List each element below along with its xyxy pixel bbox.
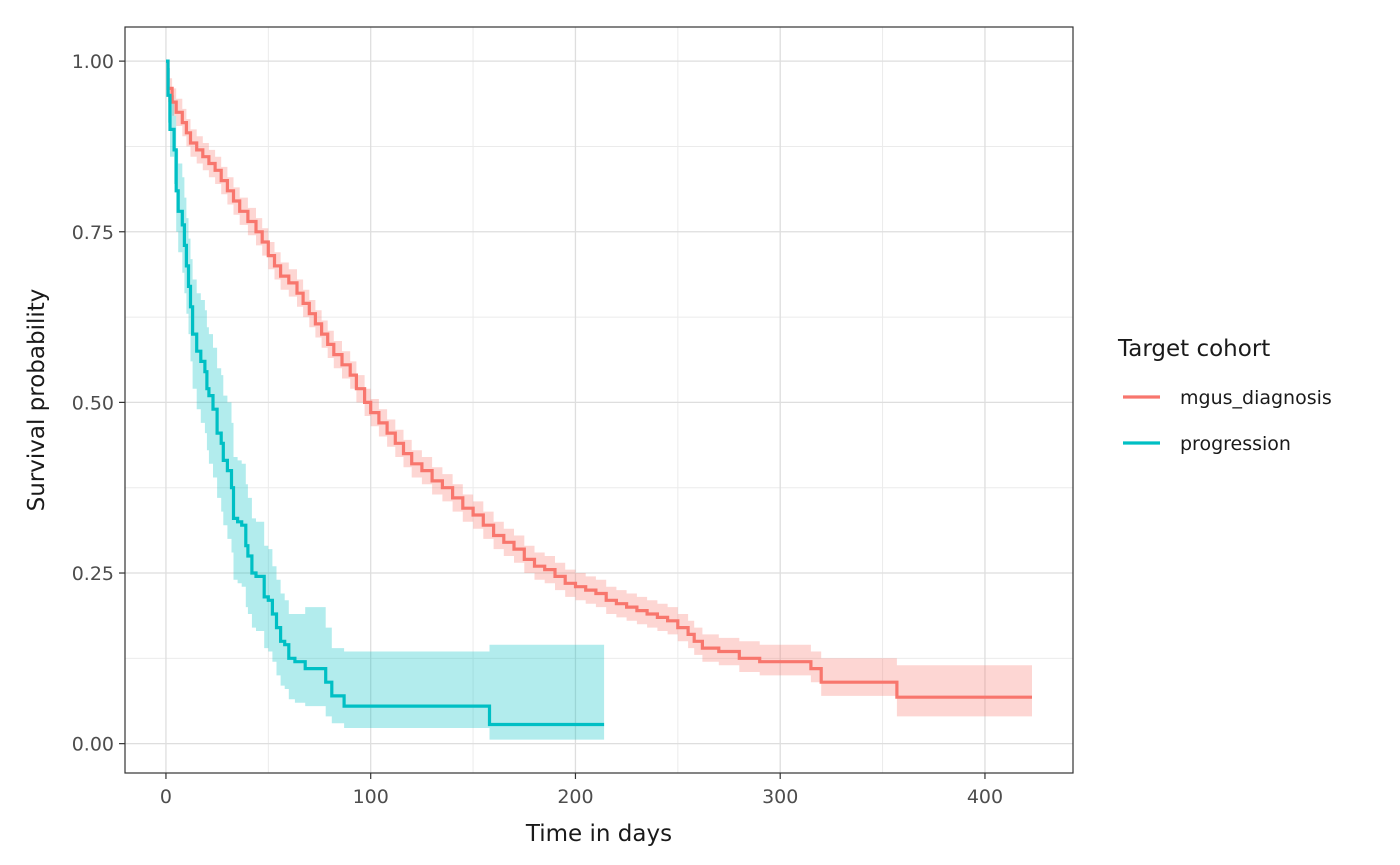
- y-tick-label: 0.25: [72, 563, 114, 585]
- survival-line-progression: [166, 59, 605, 727]
- survival-line-mgus_diagnosis: [166, 59, 1032, 699]
- x-tick-label: 400: [967, 786, 1003, 808]
- x-tick-label: 0: [160, 786, 172, 808]
- x-tick-label: 300: [762, 786, 798, 808]
- major-gridlines: [125, 27, 1073, 773]
- y-tick-label: 0.00: [72, 734, 114, 756]
- legend-label-mgus_diagnosis: mgus_diagnosis: [1180, 387, 1332, 409]
- confidence-band-progression: [166, 61, 605, 740]
- plot-panel-border: [124, 26, 1074, 774]
- y-tick-label: 0.75: [72, 222, 114, 244]
- confidence-band-mgus_diagnosis: [166, 61, 1032, 717]
- confidence-bands: [166, 61, 1032, 740]
- y-axis-title: Survival probability: [24, 289, 50, 512]
- x-tick-label: 200: [557, 786, 593, 808]
- y-tick-label: 0.50: [72, 392, 114, 414]
- y-tick-label: 1.00: [72, 51, 114, 73]
- legend-label-progression: progression: [1180, 433, 1291, 455]
- x-axis-ticks: 0 100 200 300 400: [160, 773, 1003, 808]
- y-axis-ticks: 0.00 0.25 0.50 0.75 1.00: [72, 51, 125, 756]
- x-tick-label: 100: [353, 786, 389, 808]
- survival-lines: [166, 59, 1032, 727]
- legend: Target cohort mgus_diagnosis progression: [1117, 336, 1332, 455]
- x-axis-title: Time in days: [525, 821, 672, 847]
- minor-gridlines: [125, 27, 1073, 773]
- legend-title: Target cohort: [1117, 336, 1270, 362]
